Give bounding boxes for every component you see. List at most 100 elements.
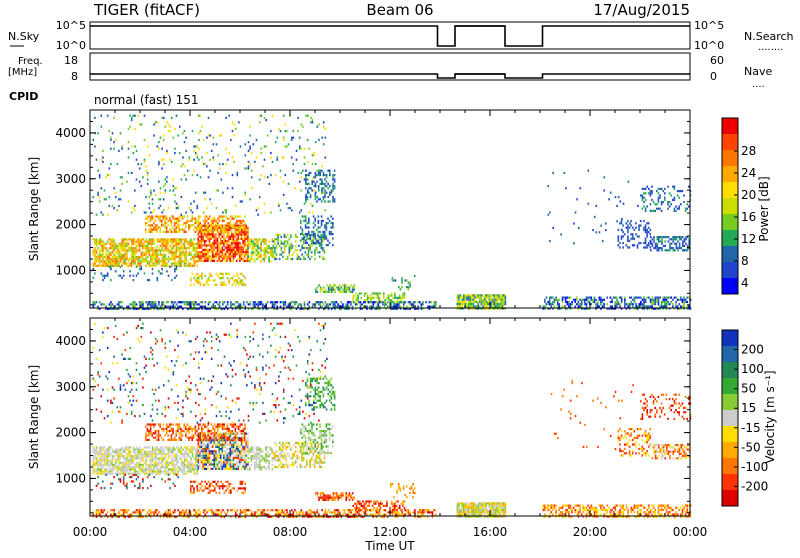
heatmap-cell (184, 462, 186, 464)
heatmap-cell (126, 455, 128, 457)
heatmap-cell (157, 306, 159, 308)
heatmap-cell (299, 145, 301, 147)
heatmap-cell (129, 453, 131, 455)
heatmap-cell (650, 305, 652, 307)
heatmap-cell (503, 299, 505, 301)
heatmap-cell (209, 159, 211, 161)
heatmap-cell (501, 305, 503, 307)
heatmap-cell (161, 263, 163, 265)
heatmap-cell (121, 446, 123, 448)
heatmap-cell (303, 220, 305, 222)
heatmap-cell (192, 256, 194, 258)
heatmap-cell (209, 258, 211, 260)
heatmap-cell (144, 455, 146, 457)
heatmap-cell (181, 214, 183, 216)
heatmap-cell (225, 231, 227, 233)
heatmap-cell (414, 275, 416, 277)
heatmap-cell (376, 301, 378, 303)
heatmap-cell (107, 471, 109, 473)
heatmap-cell (121, 247, 123, 249)
heatmap-cell (313, 152, 315, 154)
heatmap-cell (225, 260, 227, 262)
heatmap-cell (118, 462, 120, 464)
heatmap-cell (142, 258, 144, 260)
heatmap-cell (207, 452, 209, 454)
heatmap-cell (249, 243, 251, 245)
heatmap-cell (283, 194, 285, 196)
heatmap-cell (166, 181, 168, 183)
heatmap-cell (157, 471, 159, 473)
heatmap-cell (318, 231, 320, 233)
heatmap-cell (104, 275, 106, 277)
heatmap-cell (471, 301, 473, 303)
heatmap-cell (125, 247, 127, 249)
heatmap-cell (157, 446, 159, 448)
heatmap-cell (482, 305, 484, 307)
heatmap-cell (150, 247, 152, 249)
heatmap-cell (206, 457, 208, 459)
heatmap-cell (173, 473, 175, 475)
heatmap-cell (259, 301, 261, 303)
heatmap-cell (198, 159, 200, 161)
heatmap-cell (113, 265, 115, 267)
heatmap-cell (586, 303, 588, 305)
heatmap-cell (619, 222, 621, 224)
heatmap-cell (619, 246, 621, 248)
heatmap-cell (118, 258, 120, 260)
heatmap-cell (175, 231, 177, 233)
heatmap-cell (278, 205, 280, 207)
heatmap-cell (251, 238, 253, 240)
heatmap-cell (134, 468, 136, 470)
heatmap-cell (241, 255, 243, 257)
heatmap-cell (306, 226, 308, 228)
heatmap-cell (332, 178, 334, 180)
heatmap-cell (357, 299, 359, 301)
heatmap-cell (218, 461, 220, 463)
heatmap-cell (158, 473, 160, 475)
heatmap-cell (157, 263, 159, 265)
heatmap-cell (477, 303, 479, 305)
heatmap-cell (102, 473, 104, 475)
heatmap-cell (131, 241, 133, 243)
heatmap-cell (121, 256, 123, 258)
heatmap-cell (102, 279, 104, 281)
heatmap-cell (295, 234, 297, 236)
heatmap-cell (292, 258, 294, 260)
heatmap-cell (176, 446, 178, 448)
heatmap-cell (215, 444, 217, 446)
heatmap-cell (607, 297, 609, 299)
heatmap-cell (150, 453, 152, 455)
heatmap-cell (177, 205, 179, 207)
heatmap-cell (242, 233, 244, 235)
heatmap-cell (93, 468, 95, 470)
heatmap-cell (136, 159, 138, 161)
heatmap-cell (206, 444, 208, 446)
heatmap-cell (460, 301, 462, 303)
heatmap-cell (245, 192, 247, 194)
heatmap-cell (236, 229, 238, 231)
heatmap-cell (118, 254, 120, 256)
heatmap-cell (635, 222, 637, 224)
heatmap-cell (174, 152, 176, 154)
heatmap-cell (322, 247, 324, 249)
heatmap-cell (195, 464, 197, 466)
heatmap-cell (112, 243, 114, 245)
heatmap-cell (287, 234, 289, 236)
heatmap-cell (202, 244, 204, 246)
heatmap-cell (150, 218, 152, 220)
heatmap-cell (230, 251, 232, 253)
heatmap-cell (218, 233, 220, 235)
heatmap-cell (215, 236, 217, 238)
heatmap-cell (160, 471, 162, 473)
heatmap-cell (678, 197, 680, 199)
heatmap-cell (345, 291, 347, 293)
heatmap-cell (99, 453, 101, 455)
heatmap-cell (131, 258, 133, 260)
heatmap-cell (105, 254, 107, 256)
heatmap-cell (318, 222, 320, 224)
heatmap-cell (659, 297, 661, 299)
heatmap-cell (185, 449, 187, 451)
heatmap-cell (166, 258, 168, 260)
heatmap-cell (616, 301, 618, 303)
heatmap-cell (314, 218, 316, 220)
